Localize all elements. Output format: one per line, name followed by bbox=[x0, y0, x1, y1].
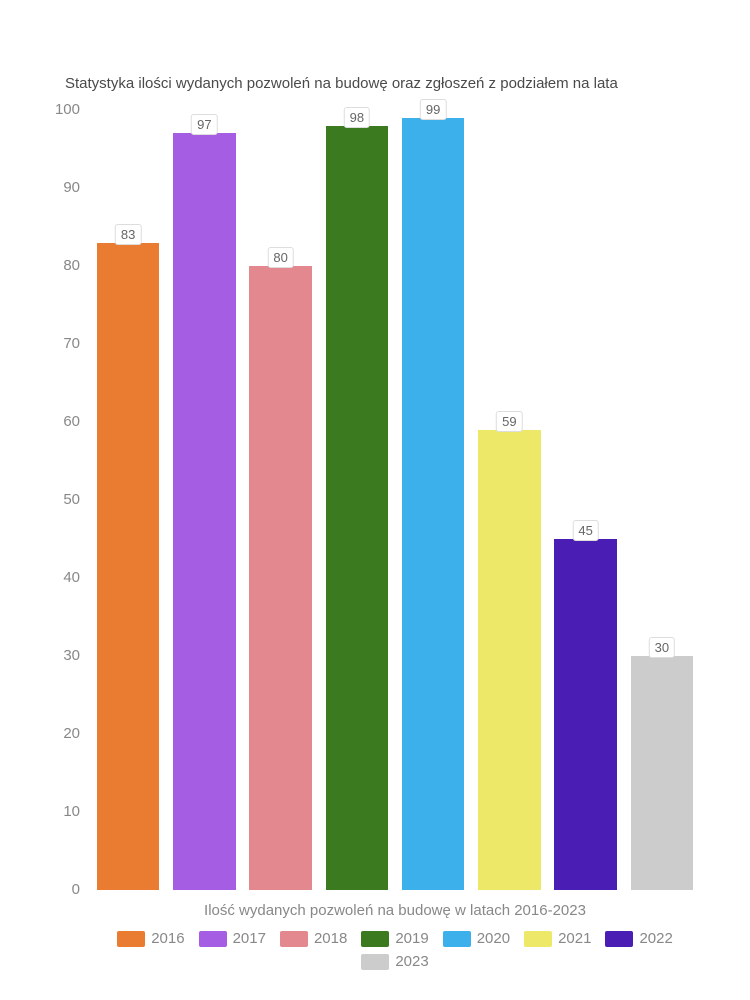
y-tick-label: 40 bbox=[50, 569, 80, 586]
legend-item-2017: 2017 bbox=[199, 930, 266, 947]
legend-swatch bbox=[524, 931, 552, 947]
legend-swatch bbox=[361, 931, 389, 947]
bar-2016 bbox=[97, 243, 160, 890]
bar-2023 bbox=[631, 656, 694, 890]
plot-area: 8397809899594530 bbox=[90, 110, 700, 890]
y-tick-label: 50 bbox=[50, 491, 80, 508]
y-tick-label: 30 bbox=[50, 647, 80, 664]
legend-item-2019: 2019 bbox=[361, 930, 428, 947]
legend-label: 2016 bbox=[151, 930, 184, 947]
bar-2022 bbox=[554, 539, 617, 890]
legend-label: 2018 bbox=[314, 930, 347, 947]
y-tick-label: 10 bbox=[50, 803, 80, 820]
bar-2021 bbox=[478, 430, 541, 890]
bar-label-2020: 99 bbox=[420, 99, 446, 120]
legend-swatch bbox=[280, 931, 308, 947]
bar-label-2022: 45 bbox=[572, 520, 598, 541]
legend-label: 2021 bbox=[558, 930, 591, 947]
bar-2020 bbox=[402, 118, 465, 890]
legend-swatch bbox=[117, 931, 145, 947]
legend-swatch bbox=[605, 931, 633, 947]
bar-label-2018: 80 bbox=[267, 247, 293, 268]
legend-item-2020: 2020 bbox=[443, 930, 510, 947]
y-tick-label: 0 bbox=[50, 881, 80, 898]
y-tick-label: 60 bbox=[50, 413, 80, 430]
bar-label-2019: 98 bbox=[344, 107, 370, 128]
legend-item-2022: 2022 bbox=[605, 930, 672, 947]
legend-swatch bbox=[443, 931, 471, 947]
y-tick-label: 80 bbox=[50, 257, 80, 274]
bar-2017 bbox=[173, 133, 236, 890]
legend-swatch bbox=[199, 931, 227, 947]
x-axis-title: Ilość wydanych pozwoleń na budowę w lata… bbox=[90, 902, 700, 919]
legend-label: 2022 bbox=[639, 930, 672, 947]
chart-title: Statystyka ilości wydanych pozwoleń na b… bbox=[65, 75, 618, 92]
bar-2018 bbox=[249, 266, 312, 890]
y-tick-label: 70 bbox=[50, 335, 80, 352]
bar-2019 bbox=[326, 126, 389, 890]
y-tick-label: 90 bbox=[50, 179, 80, 196]
legend-label: 2017 bbox=[233, 930, 266, 947]
legend-label: 2020 bbox=[477, 930, 510, 947]
legend-label: 2023 bbox=[395, 953, 428, 970]
legend-item-2018: 2018 bbox=[280, 930, 347, 947]
bar-label-2017: 97 bbox=[191, 114, 217, 135]
legend-label: 2019 bbox=[395, 930, 428, 947]
chart-container: Statystyka ilości wydanych pozwoleń na b… bbox=[0, 0, 750, 1000]
bar-label-2023: 30 bbox=[649, 637, 675, 658]
legend-item-2023: 2023 bbox=[361, 953, 428, 970]
bar-label-2021: 59 bbox=[496, 411, 522, 432]
bar-label-2016: 83 bbox=[115, 224, 141, 245]
legend-item-2021: 2021 bbox=[524, 930, 591, 947]
legend-item-2016: 2016 bbox=[117, 930, 184, 947]
legend: 2016 2017 2018 2019 2020 2021 2022 2023 bbox=[90, 930, 700, 970]
y-tick-label: 100 bbox=[50, 101, 80, 118]
y-tick-label: 20 bbox=[50, 725, 80, 742]
legend-swatch bbox=[361, 954, 389, 970]
